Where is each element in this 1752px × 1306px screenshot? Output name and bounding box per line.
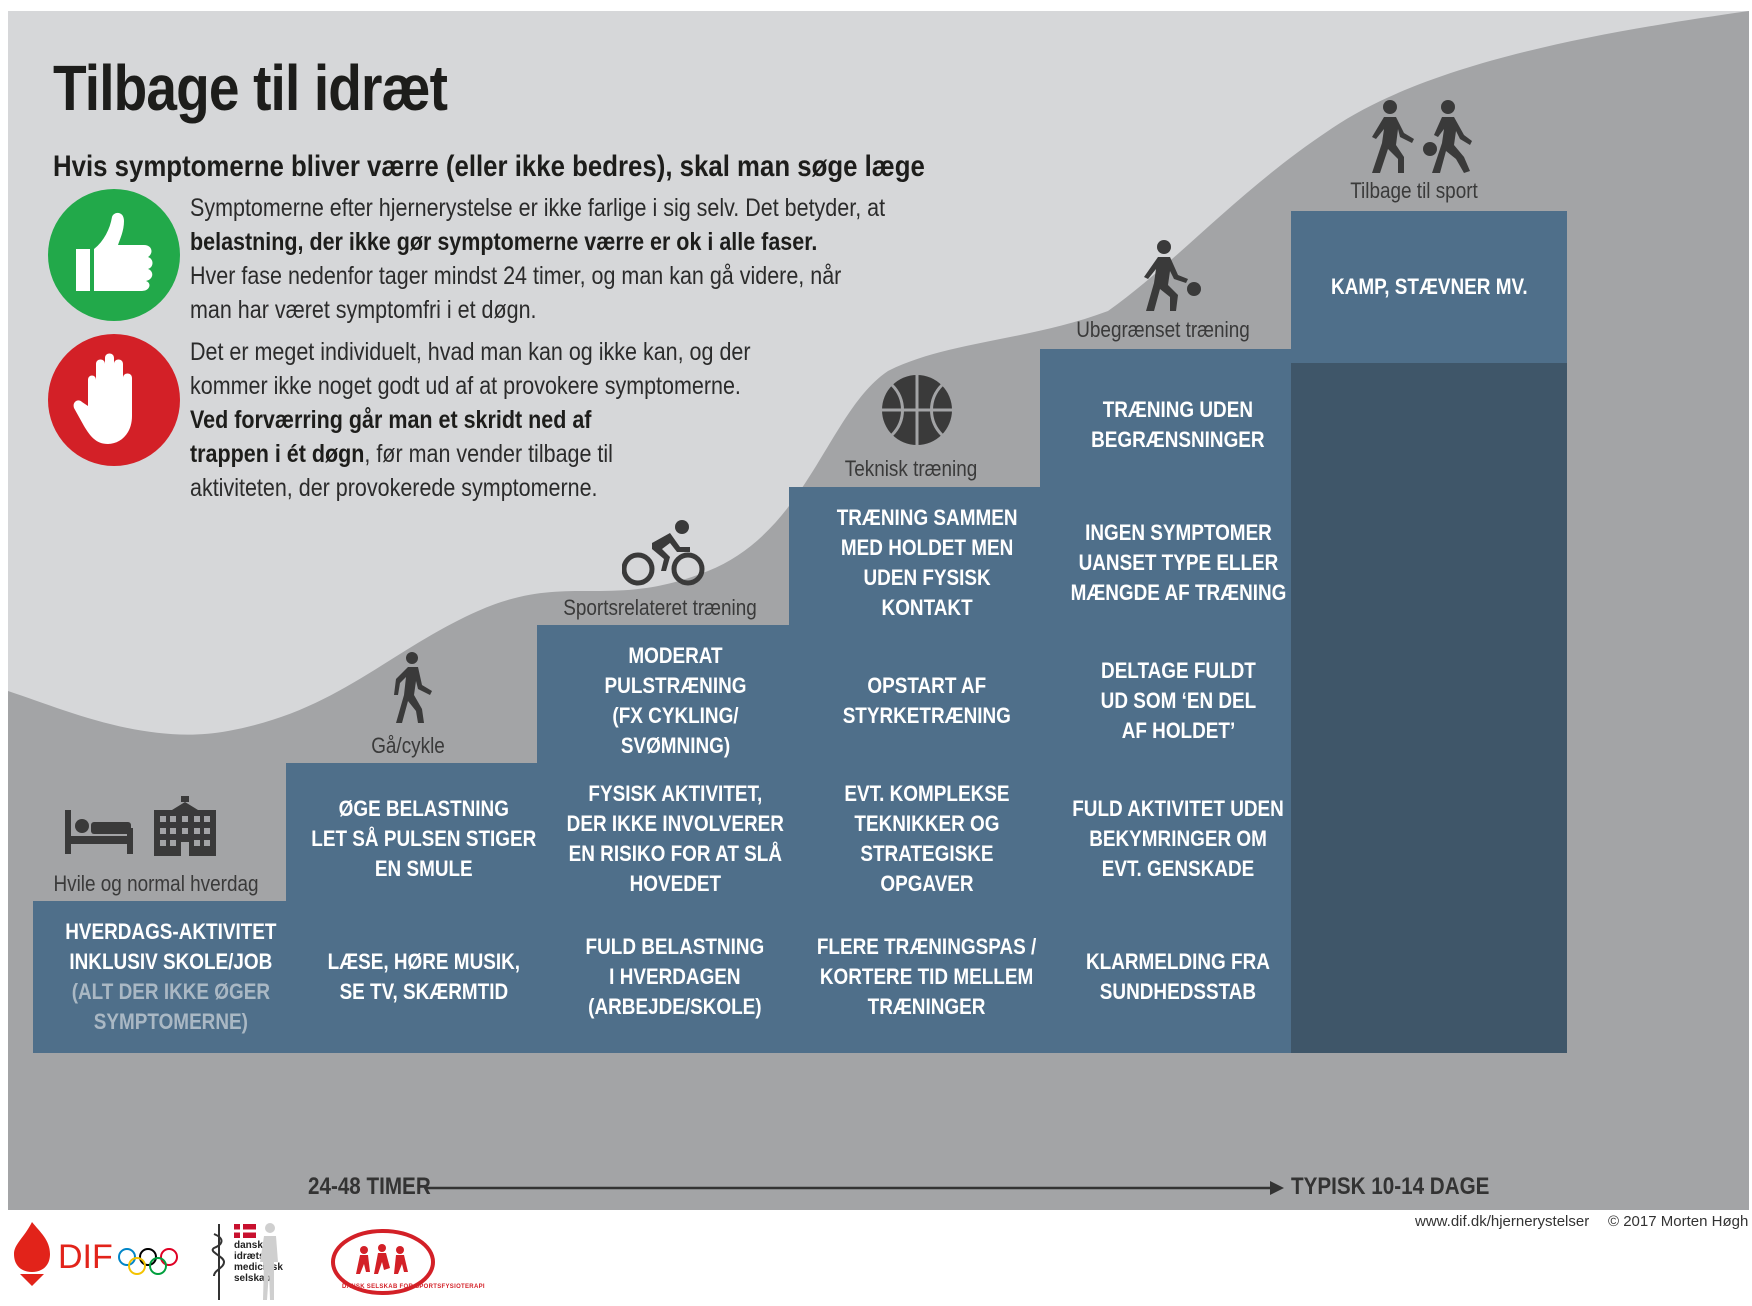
dssf-emblem [331, 1229, 435, 1295]
stage-4-row-3-cell: OPSTART AF STYRKETRÆNING [789, 625, 1065, 777]
axis-start-label: 24-48 TIMER [308, 1173, 431, 1200]
info-stop-text: Det er meget individuelt, hvad man kan o… [190, 338, 751, 502]
thumbs-up-icon [48, 189, 180, 321]
stage-6-row-6-cell: KAMP, STÆVNER MV. [1291, 211, 1567, 363]
stage-label-1: Hvile og normal hverdag [53, 871, 259, 896]
walking-person-icon [394, 652, 432, 723]
dif-logo: DIF [10, 1222, 180, 1286]
stage-3-row-2-cell: FYSISK AKTIVITET, DER IKKE INVOLVERER EN R… [537, 763, 813, 915]
stage-4-row-4-cell: TRÆNING SAMMEN MED HOLDET MEN UDEN FYSISK K… [789, 487, 1065, 639]
poster: Tilbage til idræt Hvis symptomerne blive… [8, 11, 1749, 1210]
page-title: Tilbage til idræt [53, 52, 448, 124]
stage-4-row-1-cell: FLERE TRÆNINGSPAS / KORTERE TID MELLEM TRÆ… [789, 901, 1065, 1053]
stage-6-row-2-cell [1291, 763, 1567, 915]
timeline-arrow [426, 1181, 1284, 1195]
stage-2-row-2-cell: ØGE BELASTNING LET SÅ PULSEN STIGER EN SMU… [286, 763, 562, 915]
olympic-rings-icon [118, 1248, 178, 1275]
dssf-logo: DANSK SELSKAB FOR SPORTSFYSIOTERAPI [330, 1228, 485, 1296]
stage-label-4: Teknisk træning [844, 456, 978, 481]
dims-logo: dansk idræts medicinsk selskab [210, 1222, 283, 1302]
info-good-text: Symptomerne efter hjernerystelse er ikke… [190, 194, 886, 324]
stage-label-5: Ubegrænset træning [1076, 317, 1250, 342]
stage-5-row-1-cell: KLARMELDING FRA SUNDHEDSSTAB [1040, 901, 1316, 1053]
athlete-silhouette-icon [260, 1223, 278, 1300]
stage-5-row-2-cell: FULD AKTIVITET UDEN BEKYMRINGER OM EVT. GE… [1040, 763, 1316, 915]
danish-flag-icon [234, 1224, 256, 1238]
dribbling-player-icon [1144, 240, 1201, 311]
flame-icon [14, 1222, 50, 1286]
cyclist-icon [622, 520, 705, 586]
stage-label-2: Gå/cykle [371, 733, 445, 758]
stage-6-row-4-cell [1291, 487, 1567, 639]
two-players-icon [1372, 100, 1472, 173]
subtitle: Hvis symptomerne bliver værre (eller ikk… [53, 150, 925, 183]
dssf-logo-text: DANSK SELSKAB FOR SPORTSFYSIOTERAPI [342, 1284, 485, 1290]
stage-5-row-5-cell: TRÆNING UDEN BEGRÆNSNINGER [1040, 349, 1316, 501]
stage-1-row-1-cell: HVERDAGS-AKTIVITET INKLUSIV SKOLE/JOB (AL… [33, 901, 309, 1053]
stage-6-row-3-cell [1291, 625, 1567, 777]
stage-2-row-1-cell: LÆSE, HØRE MUSIK, SE TV, SKÆRMTID [286, 901, 562, 1053]
stage-5-row-4-cell: INGEN SYMPTOMER UANSET TYPE ELLER MÆNGDE A… [1040, 487, 1316, 639]
stage-label-6: Tilbage til sport [1350, 178, 1478, 203]
basketball-icon [882, 375, 952, 445]
stage-6-row-5-cell [1291, 349, 1567, 501]
axis-end-label: TYPISK 10-14 DAGE [1291, 1173, 1490, 1200]
stage-4-row-2-cell: EVT. KOMPLEKSE TEKNIKKER OG STRATEGISKE OPG… [789, 763, 1065, 915]
stage-3-row-3-cell: MODERAT PULSTRÆNING (FX CYKLING/SVØMNING) [537, 625, 813, 777]
light-background-wave [8, 11, 1749, 735]
stage-6-row-1-cell [1291, 901, 1567, 1053]
stage-3-row-1-cell: FULD BELASTNING I HVERDAGEN (ARBEJDE/SKOLE… [537, 901, 813, 1053]
footer-copyright: © 2017 Morten Høgh [1608, 1213, 1749, 1230]
stage-5-row-3-cell: DELTAGE FULDT UD SOM ‘EN DEL AF HOLDET’ [1040, 625, 1316, 777]
staff-of-asclepius-icon [211, 1224, 226, 1300]
stop-hand-icon [48, 334, 180, 466]
dims-logo-text: dansk idræts medicinsk selskab [234, 1240, 283, 1284]
footer-url[interactable]: www.dif.dk/hjernerystelser [1415, 1213, 1590, 1230]
school-building-icon [154, 796, 216, 856]
dif-logo-text: DIF [58, 1238, 113, 1276]
bed-icon [65, 810, 133, 854]
stage-label-3: Sportsrelateret træning [563, 595, 757, 620]
